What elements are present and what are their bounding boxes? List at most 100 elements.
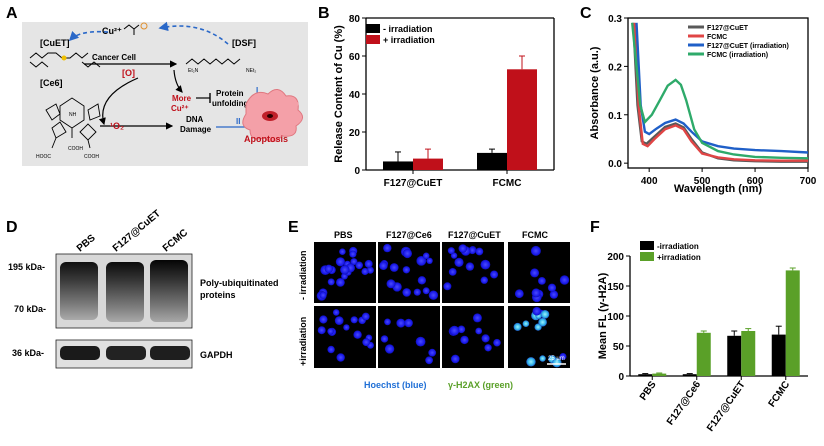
bar <box>652 373 667 376</box>
plot-frame <box>627 17 809 169</box>
bar <box>507 69 537 170</box>
cancer-cell-label: Cancer Cell <box>92 53 136 62</box>
roman-one-label: I <box>256 86 258 95</box>
y-tick-label: 200 <box>607 252 624 263</box>
cell-nucleus <box>319 291 327 299</box>
legend-label: FCMC (irradiation) <box>707 52 768 59</box>
et-ligand-sketch <box>123 24 140 35</box>
wb-col-f127cuet: F127@CuET <box>111 208 163 254</box>
cell-nucleus <box>413 288 421 296</box>
x-tick-label: 700 <box>800 176 817 187</box>
caption-gamma-h2ax: γ-H2AX (green) <box>448 380 513 390</box>
cell-nucleus <box>443 282 452 291</box>
legend-label: -irradiation <box>657 242 699 251</box>
x-tick-label: FCMC <box>493 178 522 189</box>
bar <box>741 331 756 376</box>
dsf-structure-text: Et₂N <box>188 68 199 74</box>
if-col-f127cuet: F127@CuET <box>448 230 501 240</box>
caption-hoechst: Hoechst (blue) <box>364 380 427 390</box>
cell-nucleus <box>475 247 484 256</box>
bar <box>477 152 507 170</box>
gapdh-band-1 <box>60 346 100 360</box>
cuet-label: [CuET] <box>40 38 70 48</box>
if-row-plus: +irradiation <box>298 317 308 366</box>
gapdh-band-2 <box>106 346 146 360</box>
cell-nucleus <box>538 277 546 285</box>
panel-label-f: F <box>590 219 600 236</box>
cell-nucleus <box>340 265 350 275</box>
arrow-dsf-to-morecu <box>173 69 183 93</box>
cell-nucleus <box>336 353 345 362</box>
series-line <box>631 22 808 160</box>
panel-d: D PBS F127@CuET FCMC 195 kDa- 70 kDa- Po… <box>6 208 279 369</box>
cell-nucleus <box>317 326 326 335</box>
cell-nucleus <box>428 348 437 357</box>
label-proteins: proteins <box>200 290 236 300</box>
cell-nucleus <box>530 245 541 256</box>
cell-nucleus <box>532 306 542 316</box>
cu2-label: Cu²⁺ <box>102 26 122 36</box>
y-axis-title: Absorbance (a.u.) <box>589 46 601 139</box>
x-tick-label: F127@CuET <box>384 178 443 189</box>
cell-nucleus <box>353 330 362 339</box>
legend-swatch <box>640 252 654 261</box>
if-col-fcmc: FCMC <box>522 230 548 240</box>
cooh1-label: COOH <box>68 146 83 152</box>
y-tick-label: 100 <box>607 312 624 323</box>
cell-nucleus <box>415 336 426 347</box>
cell-nucleus <box>549 290 559 299</box>
cell-nucleus <box>386 279 396 289</box>
cell-nucleus <box>451 354 460 364</box>
cell-nucleus <box>396 318 406 328</box>
panel-f: F 0 50 100 150 200 PBS F127@Ce6 F127@CuET FCMC Me… <box>590 219 808 434</box>
cooh3-label: HOOC <box>36 154 51 160</box>
cell-nucleus <box>361 267 369 276</box>
cell-nucleus <box>450 252 458 259</box>
y-tick-label: 80 <box>349 14 361 25</box>
bar <box>682 374 697 376</box>
cell-nucleus <box>384 344 395 354</box>
legend-label: FCMC <box>707 34 727 41</box>
cell-nucleus <box>493 338 501 347</box>
cell-nucleus <box>484 344 492 352</box>
cell-nucleus <box>404 318 413 328</box>
cell-nucleus <box>426 257 433 264</box>
unfolding-label: unfolding <box>212 99 249 108</box>
cell-nucleus <box>364 259 373 268</box>
cell-nucleus <box>332 309 340 316</box>
panel-e: E PBS F127@Ce6 F127@CuET FCMC - irradiat… <box>288 219 570 390</box>
dna-label: DNA <box>186 115 204 124</box>
cell-nucleus <box>362 338 371 347</box>
singlet-oxygen-label: ¹O₂ <box>110 121 124 131</box>
cell-nucleus <box>481 334 490 343</box>
cell-nucleus <box>355 261 364 270</box>
cell-nucleus <box>454 257 464 267</box>
x-tick-label: 500 <box>694 176 711 187</box>
cell-nucleus <box>457 325 466 334</box>
cell-nucleus <box>334 316 344 325</box>
wb-lane-pbs <box>60 262 98 320</box>
x-tick-label: FCMC <box>767 379 793 409</box>
legend-label: +irradiation <box>657 253 701 262</box>
cell-nucleus <box>327 345 335 354</box>
dsf-label: [DSF] <box>232 38 256 48</box>
panel-label-e: E <box>288 219 299 236</box>
if-col-pbs: PBS <box>334 230 353 240</box>
cell-nucleus <box>531 288 541 298</box>
y-tick-label: 40 <box>349 90 361 101</box>
y-tick-label: 0.2 <box>608 62 622 73</box>
dashed-arrow-dsf-to-cu <box>158 21 229 45</box>
cell-nucleus <box>384 318 391 326</box>
panel-c: C 0.0 0.1 0.2 0.3 400 500 600 700 F127@CuET FCMC F… <box>580 5 817 195</box>
legend-label: F127@CuET <box>707 25 749 32</box>
cooh2-label: COOH <box>84 154 99 160</box>
cell-nucleus <box>480 276 488 284</box>
cell-nucleus <box>402 248 412 259</box>
cell-nucleus <box>402 288 412 297</box>
x-tick-label: 400 <box>641 176 658 187</box>
y-tick-label: 20 <box>349 128 361 139</box>
cell-nucleus <box>559 275 570 285</box>
y-tick-label: 0.3 <box>608 14 622 25</box>
